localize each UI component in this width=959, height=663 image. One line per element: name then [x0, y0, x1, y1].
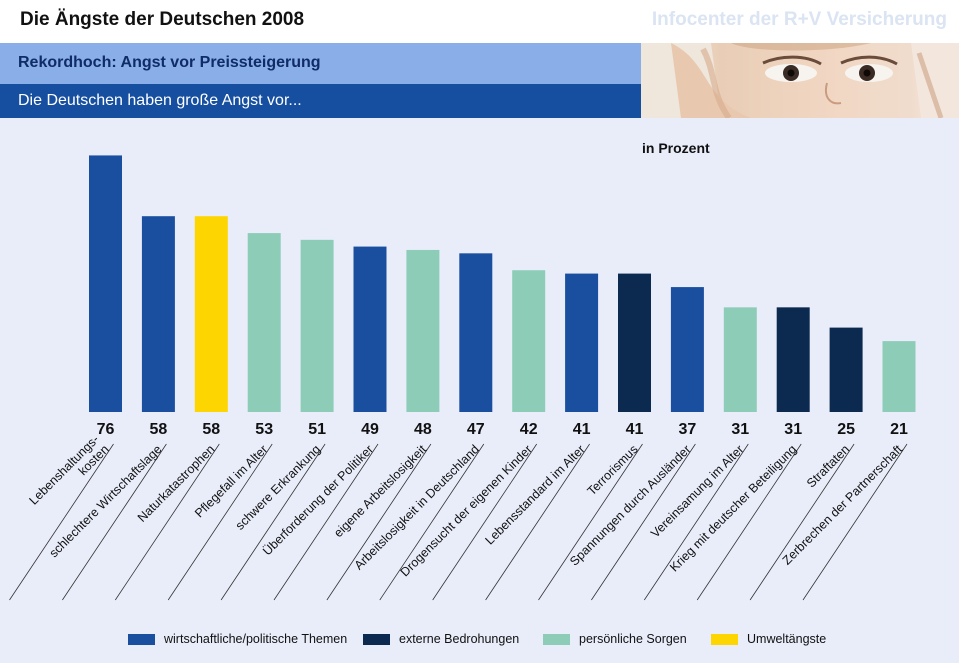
bar: [512, 270, 546, 412]
value-label: 31: [784, 421, 802, 438]
legend-label: Umweltängste: [747, 632, 827, 646]
value-label: 21: [890, 421, 908, 438]
category-label-line: Lebensstandard im Alter: [482, 442, 587, 547]
legend-swatch: [543, 634, 570, 645]
leader-line: [749, 443, 855, 601]
legend-label: wirtschaftliche/politische Themen: [164, 632, 348, 646]
bar: [565, 273, 599, 412]
category-label-line: Überforderung der Politiker: [260, 442, 376, 558]
face-illustration: [641, 43, 959, 118]
value-label: 53: [255, 421, 273, 438]
value-label: 76: [97, 421, 115, 438]
bar: [353, 246, 387, 412]
category-label-line: Vereinsamung im Alter: [648, 442, 746, 540]
header-photo: [641, 43, 959, 118]
value-label: 48: [414, 421, 432, 438]
bar: [406, 249, 440, 412]
leader-line: [591, 443, 696, 601]
value-label: 37: [679, 421, 697, 438]
value-label: 41: [573, 421, 591, 438]
bar: [776, 307, 810, 412]
legend-label: externe Bedrohungen: [399, 632, 520, 646]
leader-line: [326, 443, 432, 601]
value-label: 42: [520, 421, 538, 438]
leader-line: [167, 443, 273, 601]
category-label: Vereinsamung im Alter: [648, 442, 746, 540]
value-label: 51: [308, 421, 326, 438]
leader-line: [802, 443, 908, 601]
value-label: 49: [361, 421, 379, 438]
bar: [882, 341, 916, 412]
source-label: Infocenter der R+V Versicherung: [651, 9, 947, 30]
category-label: eigene Arbeitslosigkeit: [331, 442, 429, 540]
bar: [247, 233, 281, 412]
bar: [829, 327, 863, 412]
value-label: 31: [731, 421, 749, 438]
value-label: 41: [626, 421, 644, 438]
subtitle-band: [0, 43, 641, 84]
unit-label: in Prozent: [642, 140, 710, 156]
category-label-line: Terrorismus: [585, 442, 641, 498]
bar: [141, 216, 175, 412]
leader-line: [643, 443, 749, 601]
category-label: Terrorismus: [585, 442, 641, 498]
category-label: Überforderung der Politiker: [260, 442, 376, 558]
leader-line: [379, 443, 485, 601]
bar: [194, 216, 228, 412]
leader-line: [696, 443, 802, 601]
value-label: 58: [202, 421, 220, 438]
legend-swatch: [363, 634, 390, 645]
chart-subtitle: Rekordhoch: Angst vor Preissteigerung: [18, 54, 321, 71]
category-label-line: eigene Arbeitslosigkeit: [331, 442, 429, 540]
value-label: 47: [467, 421, 485, 438]
chart-lead-text: Die Deutschen haben große Angst vor...: [18, 92, 302, 109]
legend-swatch: [128, 634, 155, 645]
leader-line: [273, 443, 379, 601]
leader-line: [220, 443, 326, 601]
value-label: 25: [837, 421, 855, 438]
leader-line: [485, 443, 590, 601]
legend-label: persönliche Sorgen: [579, 632, 687, 646]
category-label: Lebensstandard im Alter: [482, 442, 587, 547]
leader-line: [538, 443, 643, 601]
bar: [300, 239, 334, 412]
legend-swatch: [711, 634, 738, 645]
bar: [618, 273, 651, 412]
leader-line: [9, 443, 114, 601]
bar: [723, 307, 757, 412]
bar: [670, 287, 704, 412]
leader-line: [432, 443, 538, 601]
bar: [89, 155, 122, 412]
page-title: Die Ängste der Deutschen 2008: [20, 9, 305, 30]
leader-line: [114, 443, 220, 601]
value-label: 58: [150, 421, 168, 438]
leader-line: [62, 443, 167, 601]
bar: [459, 253, 493, 412]
lead-band: [0, 84, 641, 118]
